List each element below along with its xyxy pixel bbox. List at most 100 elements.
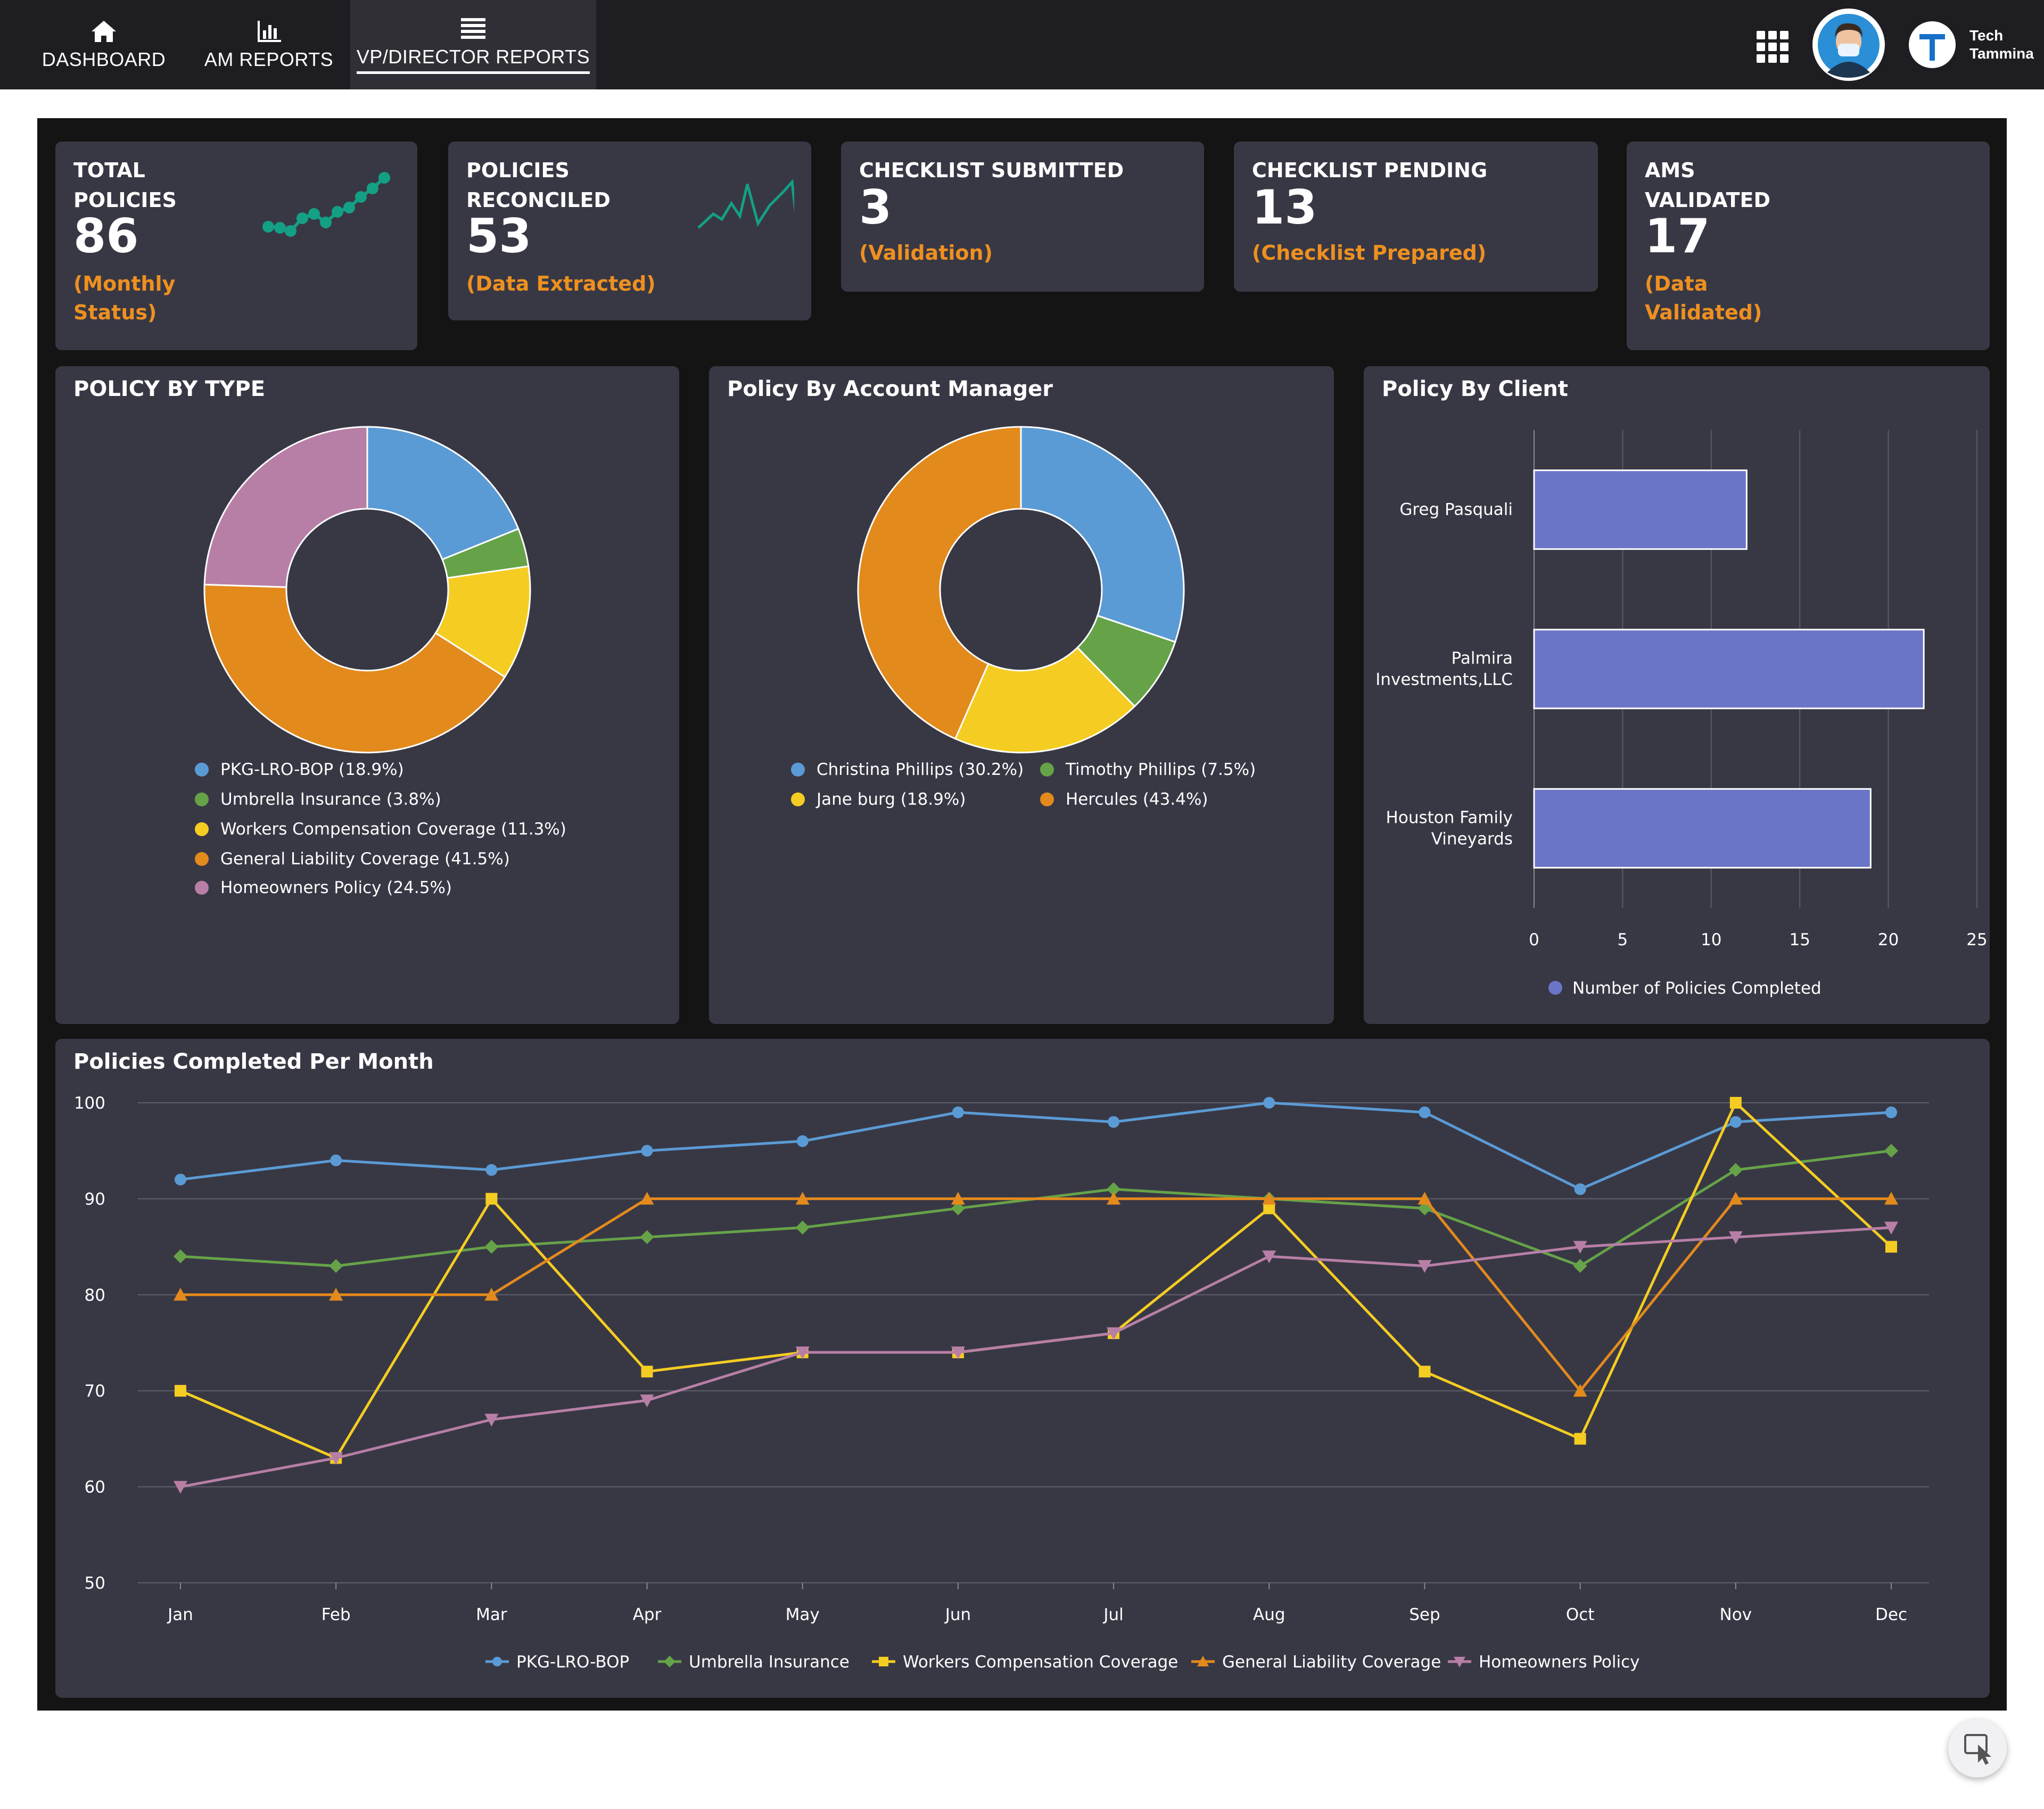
series-line[interactable] <box>180 1149 1892 1268</box>
data-point[interactable] <box>1262 1250 1276 1263</box>
legend-item[interactable]: Workers Compensation Coverage <box>872 1653 1178 1672</box>
kpi-card-policies-reconciled[interactable]: POLICIES RECONCILED 53 (Data Extracted) <box>448 142 811 320</box>
data-point[interactable] <box>1419 1366 1431 1378</box>
data-point[interactable] <box>1885 1241 1897 1253</box>
data-point[interactable] <box>641 1145 653 1157</box>
legend-item[interactable]: Timothy Phillips (7.5%) <box>1040 760 1256 779</box>
data-point[interactable] <box>640 1192 654 1205</box>
series-line[interactable] <box>180 1197 1891 1393</box>
kpi-card-checklist-pending[interactable]: CHECKLIST PENDING 13 (Checklist Prepared… <box>1234 142 1598 292</box>
data-point[interactable] <box>492 1657 502 1666</box>
data-point[interactable] <box>879 1657 888 1666</box>
data-point[interactable] <box>1263 1202 1275 1215</box>
data-point[interactable] <box>1417 1260 1432 1273</box>
data-point[interactable] <box>1419 1106 1431 1119</box>
data-point[interactable] <box>329 1287 343 1301</box>
data-point[interactable] <box>1728 1192 1743 1205</box>
data-point[interactable] <box>1107 1327 1121 1340</box>
data-point[interactable] <box>1729 1116 1742 1128</box>
data-point[interactable] <box>1885 1106 1897 1119</box>
data-point[interactable] <box>484 1240 499 1254</box>
legend-label[interactable]: Number of Policies Completed <box>1572 979 1822 998</box>
data-point[interactable] <box>1728 1163 1743 1177</box>
data-point[interactable] <box>1573 1241 1587 1254</box>
data-point[interactable] <box>795 1220 810 1235</box>
data-point[interactable] <box>1729 1097 1742 1109</box>
bar[interactable] <box>1533 629 1925 709</box>
data-point[interactable] <box>485 1193 498 1205</box>
data-point[interactable] <box>174 1481 187 1494</box>
data-point[interactable] <box>640 1394 654 1408</box>
data-point[interactable] <box>1454 1657 1465 1667</box>
bar[interactable] <box>1533 469 1748 550</box>
data-point[interactable] <box>795 1192 810 1205</box>
data-point[interactable] <box>796 1135 809 1147</box>
data-point[interactable] <box>664 1656 675 1667</box>
legend-item[interactable]: Homeowners Policy <box>1448 1653 1640 1672</box>
data-point[interactable] <box>795 1347 810 1360</box>
donut-slice[interactable] <box>203 426 368 588</box>
data-point[interactable] <box>951 1192 965 1205</box>
data-point[interactable] <box>1574 1183 1586 1195</box>
data-point[interactable] <box>1417 1201 1432 1216</box>
series-line[interactable] <box>180 1226 1892 1489</box>
legend-item[interactable]: Umbrella Insurance (3.8%) <box>195 790 441 809</box>
data-point[interactable] <box>951 1347 965 1360</box>
data-point[interactable] <box>1574 1433 1586 1445</box>
apps-grid-icon[interactable] <box>1757 31 1789 63</box>
legend-item[interactable]: Workers Compensation Coverage (11.3%) <box>195 820 566 839</box>
legend-item[interactable]: General Liability Coverage (41.5%) <box>195 849 510 869</box>
data-point[interactable] <box>175 1385 186 1397</box>
donut-slice[interactable] <box>954 646 1136 754</box>
series-line[interactable] <box>180 1100 1892 1460</box>
series-line[interactable] <box>180 1101 1892 1191</box>
legend-item[interactable]: Homeowners Policy (24.5%) <box>195 878 452 897</box>
legend-item[interactable]: PKG-LRO-BOP (18.9%) <box>195 760 404 779</box>
data-point[interactable] <box>175 1174 186 1186</box>
legend-item[interactable]: General Liability Coverage <box>1191 1653 1441 1672</box>
data-point[interactable] <box>1262 1192 1276 1205</box>
data-point[interactable] <box>1107 1182 1121 1196</box>
data-point[interactable] <box>1107 1192 1121 1205</box>
data-point[interactable] <box>1728 1231 1743 1244</box>
data-point[interactable] <box>484 1414 499 1427</box>
legend-item[interactable]: Hercules (43.4%) <box>1040 790 1208 809</box>
data-point[interactable] <box>1108 1116 1120 1128</box>
nav-am-reports[interactable]: AM REPORTS <box>197 0 341 89</box>
data-point[interactable] <box>485 1164 498 1176</box>
nav-vp-director-reports[interactable]: VP/DIRECTOR REPORTS <box>350 0 596 89</box>
kpi-card-total-policies[interactable]: TOTAL POLICIES 86 (Monthly Status) <box>55 142 417 350</box>
legend-item[interactable]: Umbrella Insurance <box>658 1653 850 1672</box>
legend-item[interactable]: PKG-LRO-BOP <box>485 1653 629 1672</box>
pointer-select-button[interactable] <box>1948 1719 2007 1778</box>
data-point[interactable] <box>329 1452 343 1465</box>
user-avatar[interactable] <box>1812 9 1885 81</box>
data-point[interactable] <box>951 1201 965 1216</box>
donut-slice[interactable] <box>203 583 506 754</box>
donut-slice[interactable] <box>857 426 1022 740</box>
kpi-card-checklist-submitted[interactable]: CHECKLIST SUBMITTED 3 (Validation) <box>841 142 1204 292</box>
legend-item[interactable]: Christina Phillips (30.2%) <box>791 760 1024 779</box>
data-point[interactable] <box>1573 1259 1587 1273</box>
data-point[interactable] <box>329 1259 343 1273</box>
data-point[interactable] <box>641 1366 653 1378</box>
data-point[interactable] <box>330 1154 342 1167</box>
bar[interactable] <box>1533 788 1872 869</box>
legend-item[interactable]: Jane burg (18.9%) <box>791 790 966 809</box>
data-point[interactable] <box>1884 1221 1898 1235</box>
data-point[interactable] <box>1417 1192 1432 1205</box>
data-point[interactable] <box>1884 1144 1898 1158</box>
data-point[interactable] <box>174 1287 187 1301</box>
kpi-card-ams-validated[interactable]: AMS VALIDATED 17 (Data Validated) <box>1627 142 1990 350</box>
nav-dashboard[interactable]: DASHBOARD <box>32 0 176 89</box>
data-point[interactable] <box>1573 1384 1587 1397</box>
donut-slice[interactable] <box>1020 426 1185 643</box>
donut-slice[interactable] <box>366 426 520 561</box>
data-point[interactable] <box>484 1287 499 1301</box>
data-point[interactable] <box>1263 1097 1275 1109</box>
data-point[interactable] <box>1197 1656 1209 1666</box>
data-point[interactable] <box>174 1249 187 1263</box>
data-point[interactable] <box>640 1230 654 1244</box>
data-point[interactable] <box>1884 1192 1898 1205</box>
data-point[interactable] <box>952 1106 964 1119</box>
